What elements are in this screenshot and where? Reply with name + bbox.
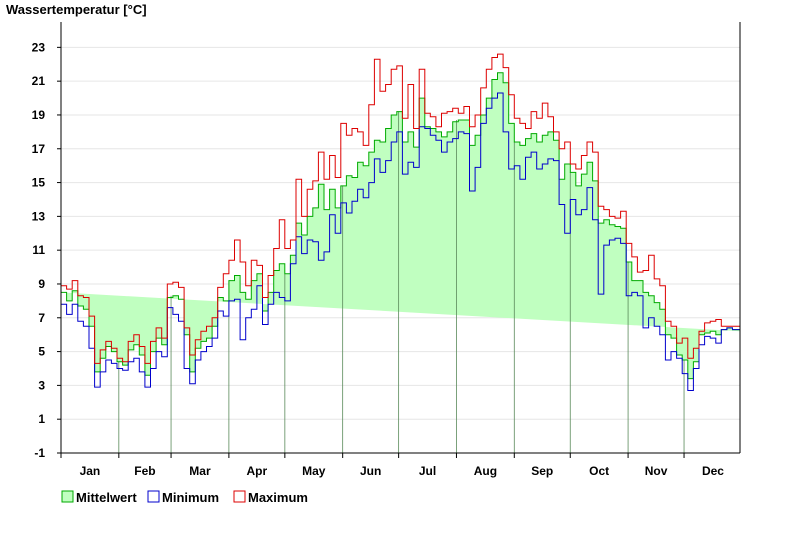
y-tick-label-8: 15 — [32, 176, 46, 190]
y-tick-label-5: 9 — [38, 277, 45, 291]
x-tick-label-apr: Apr — [247, 464, 268, 478]
x-tick-label-jan: Jan — [80, 464, 101, 478]
legend-swatch-min — [147, 490, 160, 503]
x-tick-label-mar: Mar — [189, 464, 211, 478]
y-tick-label-0: -1 — [34, 446, 45, 460]
y-tick-label-9: 17 — [32, 142, 46, 156]
y-tick-label-2: 3 — [38, 378, 45, 392]
y-tick-label-7: 13 — [32, 209, 46, 223]
legend-label-max: Maximum — [248, 490, 308, 505]
legend-label-min: Minimum — [162, 490, 219, 505]
x-tick-label-sep: Sep — [531, 464, 553, 478]
y-tick-label-10: 19 — [32, 108, 46, 122]
min-line — [61, 92, 741, 391]
mean-series-area — [61, 72, 741, 453]
legend-swatch-max — [233, 490, 246, 503]
x-tick-label-may: May — [302, 464, 326, 478]
y-tick-label-6: 11 — [32, 243, 45, 257]
legend-swatch-mean — [61, 490, 74, 503]
x-tick-label-jul: Jul — [419, 464, 436, 478]
x-tick-label-dec: Dec — [702, 464, 724, 478]
y-tick-label-1: 1 — [38, 412, 45, 426]
legend-label-mean: Mittelwert — [76, 490, 137, 505]
y-tick-label-4: 7 — [38, 311, 45, 325]
axes — [60, 22, 741, 454]
x-tick-label-jun: Jun — [360, 464, 381, 478]
x-tick-labels: Jan Feb Mar Apr May Jun Jul Aug Sep Oct Nov Dec — [60, 453, 724, 478]
y-tick-label-12: 23 — [32, 40, 46, 54]
x-tick-label-feb: Feb — [134, 464, 155, 478]
max-series-line — [61, 53, 741, 364]
min-series-line — [61, 92, 741, 391]
chart-title: Wassertemperatur [°C] — [6, 2, 147, 17]
legend: Mittelwert Minimum Maximum — [61, 490, 308, 505]
mean-area — [61, 72, 740, 379]
x-tick-label-aug: Aug — [474, 464, 497, 478]
y-tick-label-11: 21 — [32, 74, 46, 88]
x-tick-label-oct: Oct — [589, 464, 609, 478]
max-line — [61, 53, 741, 364]
x-tick-label-nov: Nov — [645, 464, 668, 478]
y-tick-label-3: 5 — [38, 345, 45, 359]
